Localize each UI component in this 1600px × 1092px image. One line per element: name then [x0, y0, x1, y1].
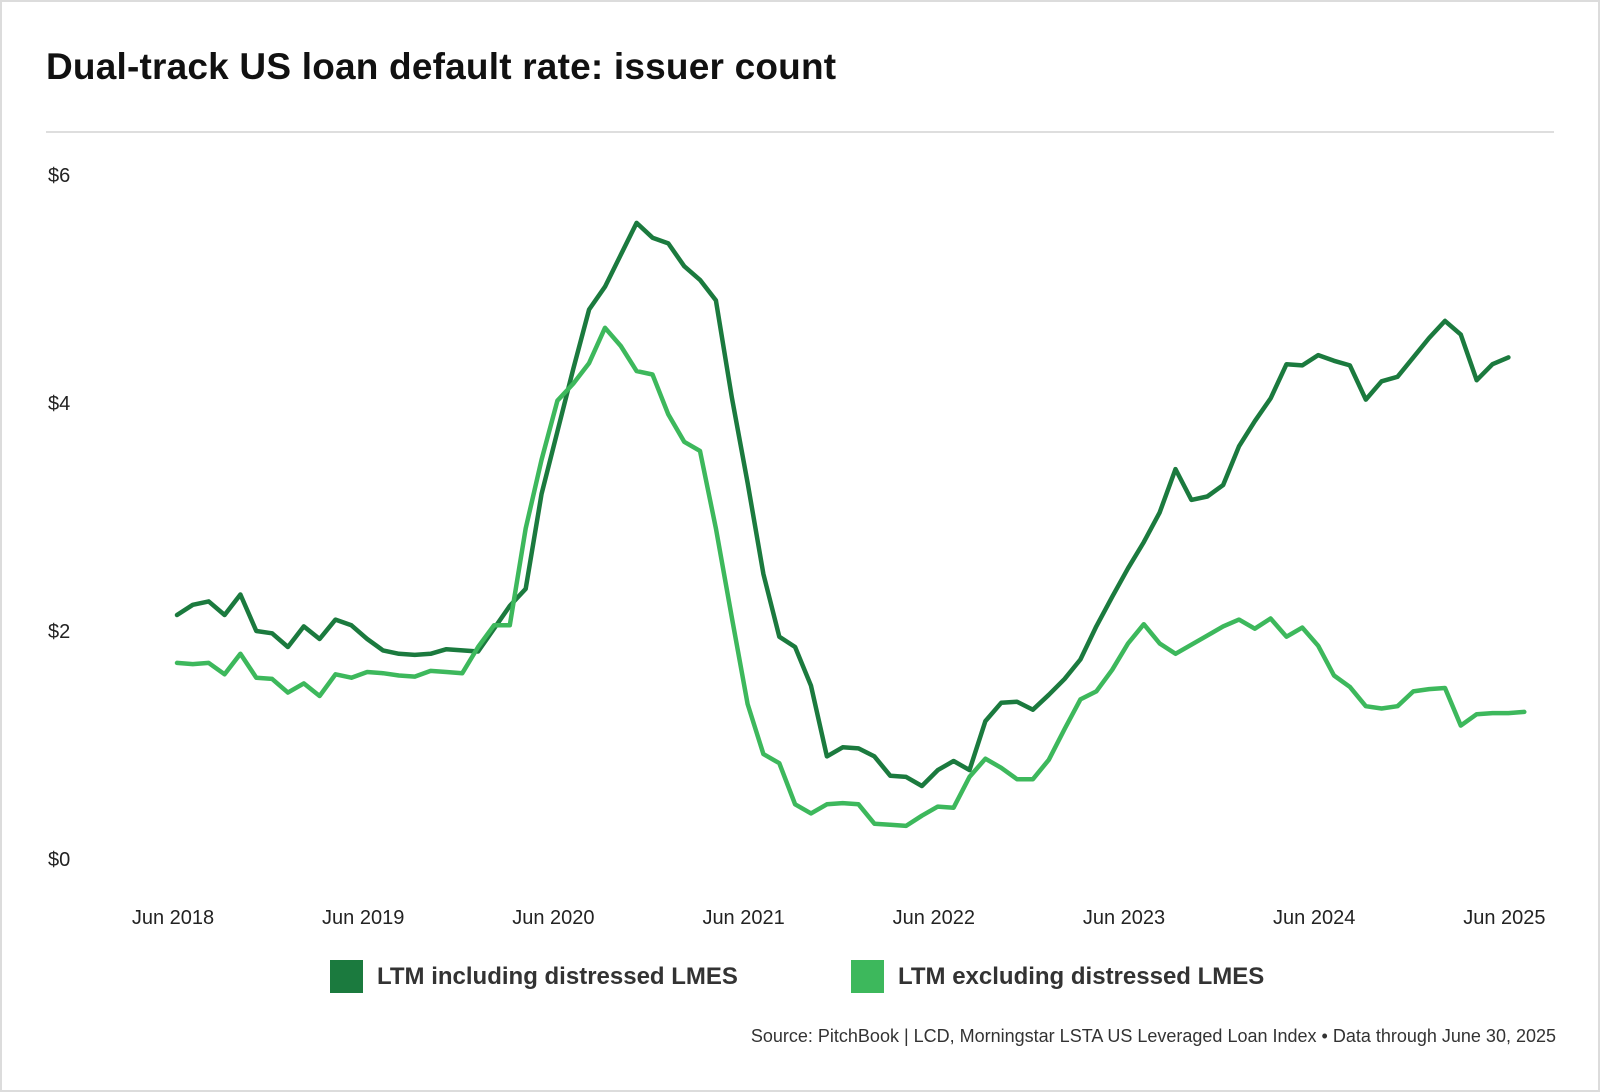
y-tick-label: $6	[48, 165, 70, 187]
x-tick-label: Jun 2020	[512, 907, 594, 929]
x-tick-label: Jun 2019	[322, 907, 404, 929]
x-tick-label: Jun 2018	[132, 907, 214, 929]
legend-swatch-including	[330, 960, 363, 993]
series-line-including	[174, 220, 1511, 789]
x-axis: Jun 2018 Jun 2019 Jun 2020 Jun 2021 Jun 2022…	[132, 907, 1546, 929]
legend: LTM including distressed LMES LTM exclud…	[0, 960, 1600, 994]
x-tick-label: Jun 2025	[1463, 907, 1545, 929]
title-divider	[46, 131, 1554, 133]
legend-label-including: LTM including distressed LMES	[377, 962, 738, 990]
plot-lines	[174, 220, 1527, 829]
y-tick-label: $0	[48, 849, 70, 871]
series-line-excluding	[174, 325, 1527, 829]
x-tick-label: Jun 2023	[1083, 907, 1165, 929]
chart-title: Dual-track US loan default rate: issuer …	[46, 46, 837, 87]
legend-item-excluding: LTM excluding distressed LMES	[851, 960, 1264, 993]
legend-swatch-excluding	[851, 960, 884, 993]
y-axis: $0 $2 $4 $6	[48, 165, 70, 871]
x-tick-label: Jun 2022	[893, 907, 975, 929]
line-chart: $0 $2 $4 $6 Jun 2018 Jun 2019 Jun 2020 Jun 202…	[48, 165, 1546, 929]
legend-item-including: LTM including distressed LMES	[330, 960, 738, 993]
source-note: Source: PitchBook | LCD, Morningstar LST…	[750, 1026, 1556, 1046]
x-tick-label: Jun 2021	[702, 907, 784, 929]
x-tick-label: Jun 2024	[1273, 907, 1355, 929]
y-tick-label: $2	[48, 621, 70, 643]
legend-label-excluding: LTM excluding distressed LMES	[898, 962, 1265, 990]
y-tick-label: $4	[48, 393, 70, 415]
